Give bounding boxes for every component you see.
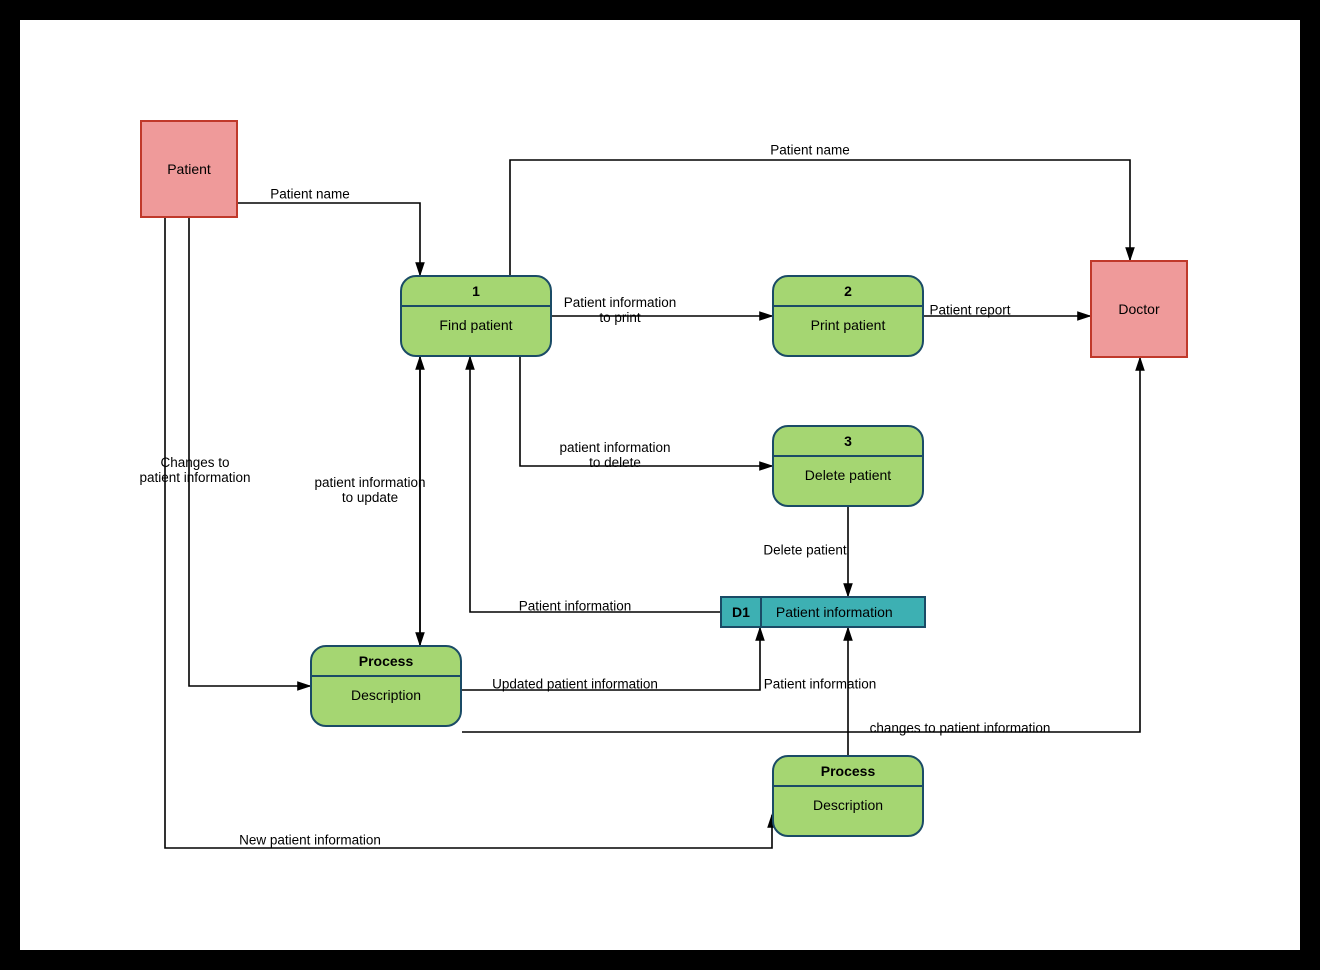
diagram-canvas: Patient Doctor 1 Find patient 2 Print pa… <box>20 20 1300 950</box>
process-header: 1 <box>402 277 550 307</box>
process-find-patient: 1 Find patient <box>400 275 552 357</box>
edge-label: patient information to update <box>314 475 425 505</box>
entity-patient: Patient <box>140 120 238 218</box>
process-body: Print patient <box>774 307 922 343</box>
edge-label: Patient report <box>929 303 1010 318</box>
edge-label: Patient name <box>770 143 850 158</box>
process-delete-patient: 3 Delete patient <box>772 425 924 507</box>
edge-label: Patient information to print <box>564 295 677 325</box>
process-header: Process <box>312 647 460 677</box>
entity-label: Patient <box>167 161 211 177</box>
datastore-patient-info: D1 Patient information <box>720 596 926 628</box>
process-update: Process Description <box>310 645 462 727</box>
process-body: Delete patient <box>774 457 922 493</box>
entity-label: Doctor <box>1118 301 1159 317</box>
process-body: Description <box>312 677 460 713</box>
datastore-label: Patient information <box>762 598 924 626</box>
process-new: Process Description <box>772 755 924 837</box>
datastore-id: D1 <box>722 598 762 626</box>
process-body: Description <box>774 787 922 823</box>
edge-label: Changes to patient information <box>139 455 250 485</box>
process-header: 3 <box>774 427 922 457</box>
edge-label: Patient name <box>270 187 350 202</box>
process-body: Find patient <box>402 307 550 343</box>
process-header: 2 <box>774 277 922 307</box>
edge-label: changes to patient information <box>870 721 1051 736</box>
edge-label: patient information to delete <box>559 440 670 470</box>
edge-label: Delete patient <box>763 543 846 558</box>
edge-label: Updated patient information <box>492 677 658 692</box>
entity-doctor: Doctor <box>1090 260 1188 358</box>
edge-label: New patient information <box>239 833 381 848</box>
process-print-patient: 2 Print patient <box>772 275 924 357</box>
edge-label: Patient information <box>519 599 632 614</box>
edge-label: Patient information <box>764 677 877 692</box>
process-header: Process <box>774 757 922 787</box>
